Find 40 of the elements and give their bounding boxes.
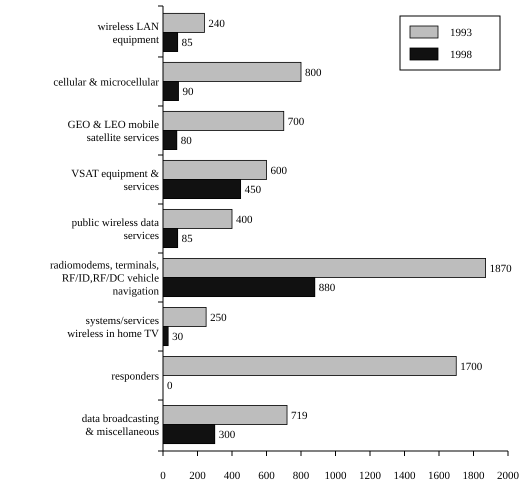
- x-tick-label: 1600: [428, 470, 450, 482]
- x-tick-label: 1200: [359, 470, 382, 482]
- data-label: 300: [218, 428, 236, 441]
- x-tick-label: 200: [189, 470, 206, 482]
- data-label: 240: [208, 18, 226, 30]
- y-tick-label: wireless LAN equipment: [98, 20, 160, 46]
- data-label: 85: [182, 36, 194, 49]
- data-label: 880: [318, 282, 336, 294]
- y-tick-label: VSAT equipment & services: [71, 168, 160, 193]
- x-tick-label: 600: [258, 470, 276, 482]
- y-tick-label: GEO & LEO mobile satellite services: [68, 118, 160, 144]
- data-label: 1700: [460, 360, 483, 373]
- x-tick-label: 800: [292, 470, 310, 482]
- data-label: 400: [236, 214, 253, 226]
- data-label: 30: [172, 330, 184, 343]
- data-label: 719: [291, 410, 308, 422]
- y-tick-label: systems/services wireless in home TV: [67, 314, 160, 340]
- legend-label: 1998: [450, 48, 472, 61]
- x-tick-label: 1800: [462, 470, 485, 482]
- data-label: 700: [288, 116, 305, 128]
- data-label: 90: [182, 86, 194, 98]
- data-label: 1870: [490, 262, 512, 275]
- data-label: 85: [182, 232, 194, 245]
- x-tick-label: 1000: [324, 470, 347, 482]
- y-tick-label: data broadcasting & miscellaneous: [82, 412, 160, 438]
- data-label: 0: [167, 380, 173, 392]
- legend-label: 1993: [450, 26, 472, 39]
- x-tick-label: 400: [224, 470, 241, 482]
- y-tick-label: radiomodems, terminals, RF/ID,RF/DC vehicle navigation: [50, 259, 160, 298]
- y-tick-label: cellular & microcellular: [53, 76, 160, 88]
- y-tick-label: responders: [111, 370, 159, 382]
- x-tick-label: 1400: [394, 470, 416, 482]
- data-label: 600: [270, 164, 288, 177]
- data-label: 800: [305, 66, 322, 79]
- data-label: 250: [210, 312, 228, 324]
- x-tick-label: 2000: [497, 470, 520, 482]
- data-label: 450: [244, 184, 262, 196]
- x-tick-label: 0: [160, 470, 166, 482]
- y-tick-label: public wireless data services: [72, 216, 160, 242]
- data-label: 80: [180, 134, 192, 147]
